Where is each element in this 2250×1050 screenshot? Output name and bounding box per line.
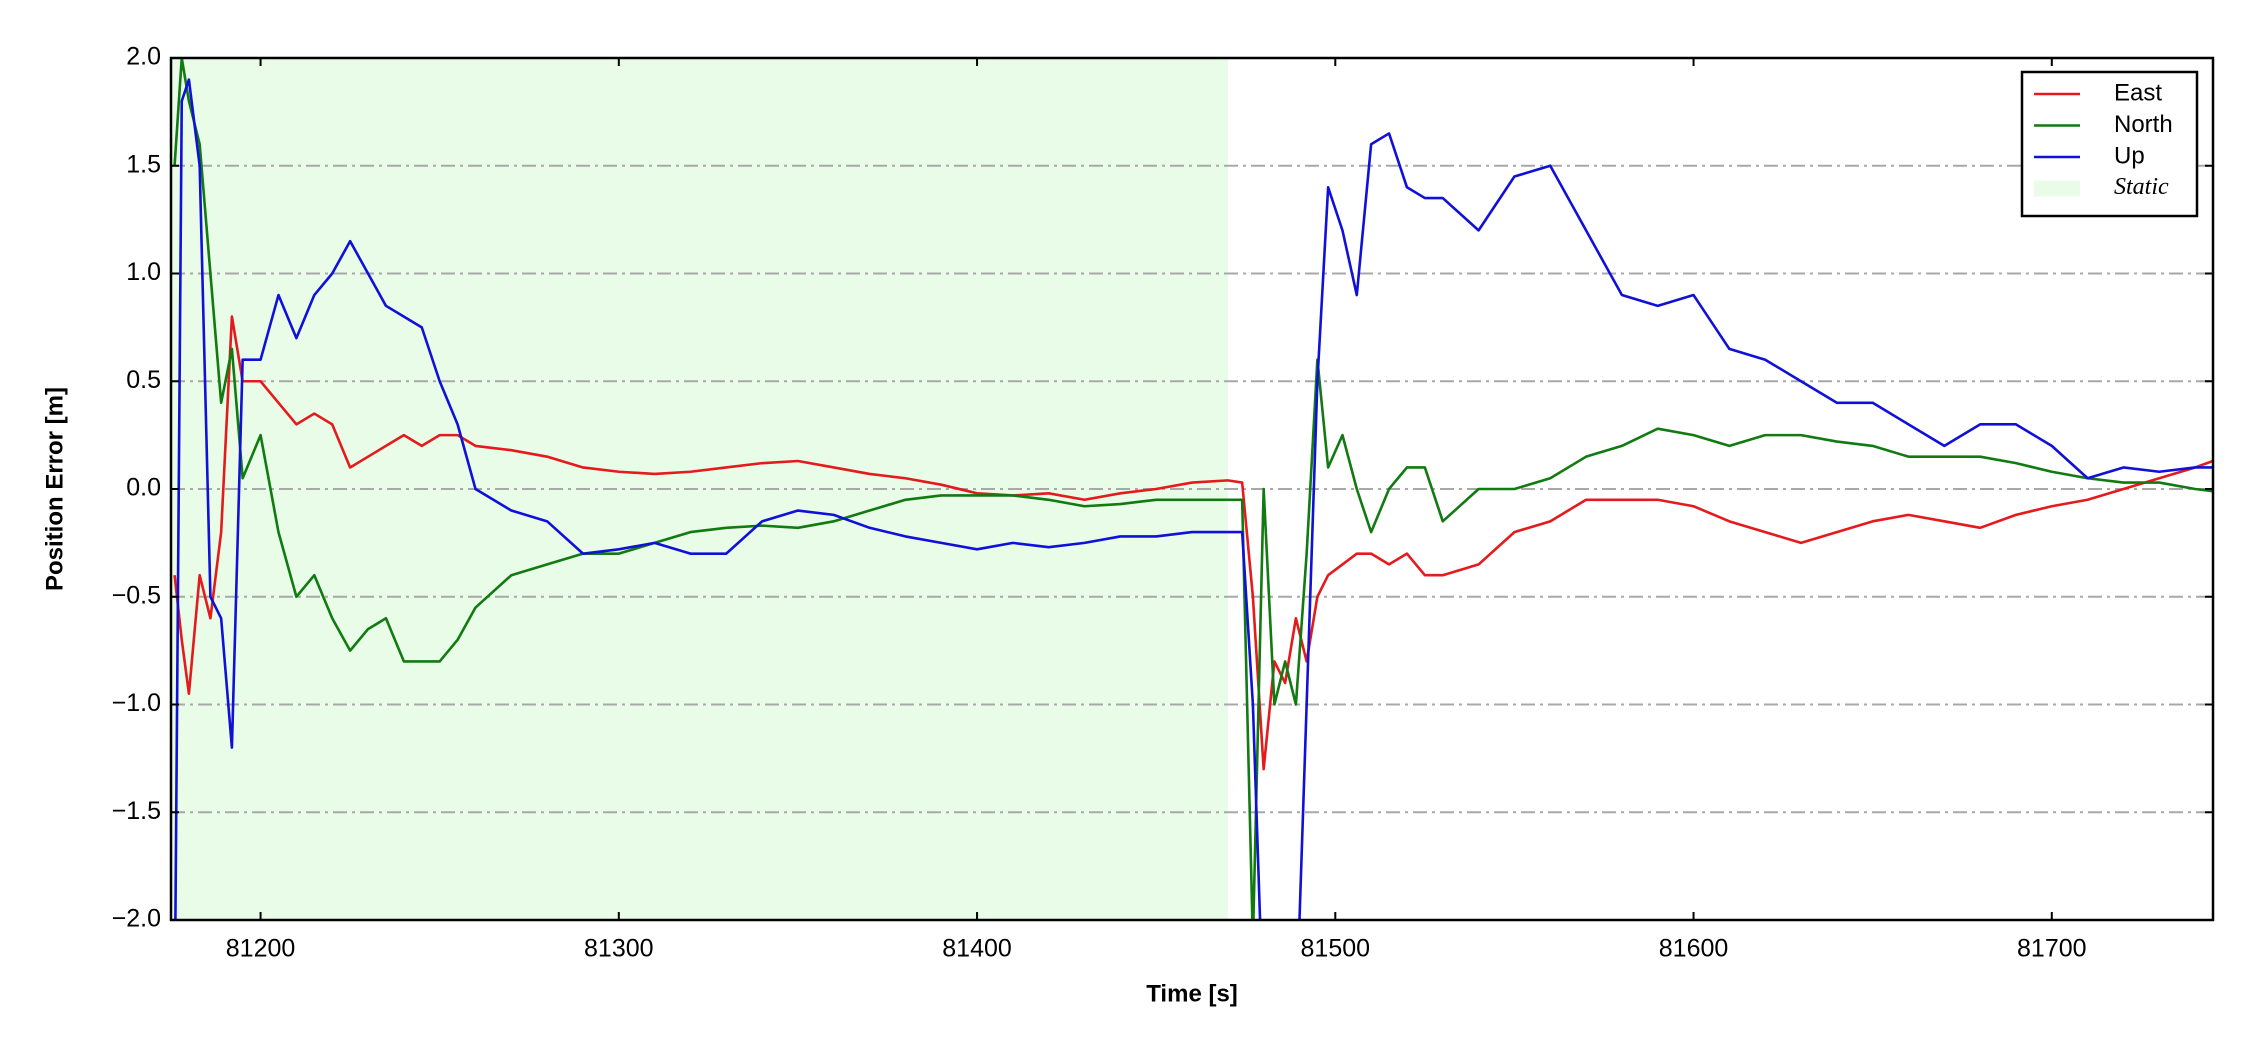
x-tick-label: 81600	[1659, 935, 1729, 963]
y-tick-label: −1.5	[112, 797, 161, 825]
legend-label: North	[2114, 111, 2173, 138]
x-tick-label: 81200	[226, 935, 296, 963]
y-tick-label: 2.0	[126, 43, 161, 71]
y-tick-label: 1.0	[126, 258, 161, 286]
y-tick-label: 1.5	[126, 150, 161, 178]
x-tick-label: 81700	[2017, 935, 2087, 963]
x-tick-label: 81400	[942, 935, 1012, 963]
x-tick-label: 81300	[584, 935, 654, 963]
y-tick-label: 0.0	[126, 474, 161, 502]
legend-label: East	[2114, 79, 2162, 106]
line-series	[173, 58, 2213, 920]
x-tick-label: 81500	[1301, 935, 1371, 963]
plot-area	[171, 58, 2213, 920]
legend: East North Up Static	[2020, 70, 2199, 218]
x-axis-label: Time [s]	[1146, 980, 1238, 1007]
axes: −2.0 −1.5 −1.0 −0.5 0.0 0.5 1.0 1.5 2.0 81200 8130…	[112, 43, 2215, 963]
plot-frame	[169, 56, 2215, 922]
y-tick-label: −1.0	[112, 689, 161, 717]
line-series	[174, 78, 2213, 920]
legend-label: Static	[2114, 174, 2169, 200]
legend-swatch	[2034, 180, 2080, 197]
line-series	[173, 315, 2213, 771]
static-region	[171, 58, 1228, 920]
y-tick-label: −0.5	[112, 581, 161, 609]
legend-label: Up	[2114, 142, 2145, 169]
y-tick-label: 0.5	[126, 366, 161, 394]
y-axis-label: Position Error [m]	[41, 387, 68, 591]
y-tick-label: −2.0	[112, 905, 161, 933]
